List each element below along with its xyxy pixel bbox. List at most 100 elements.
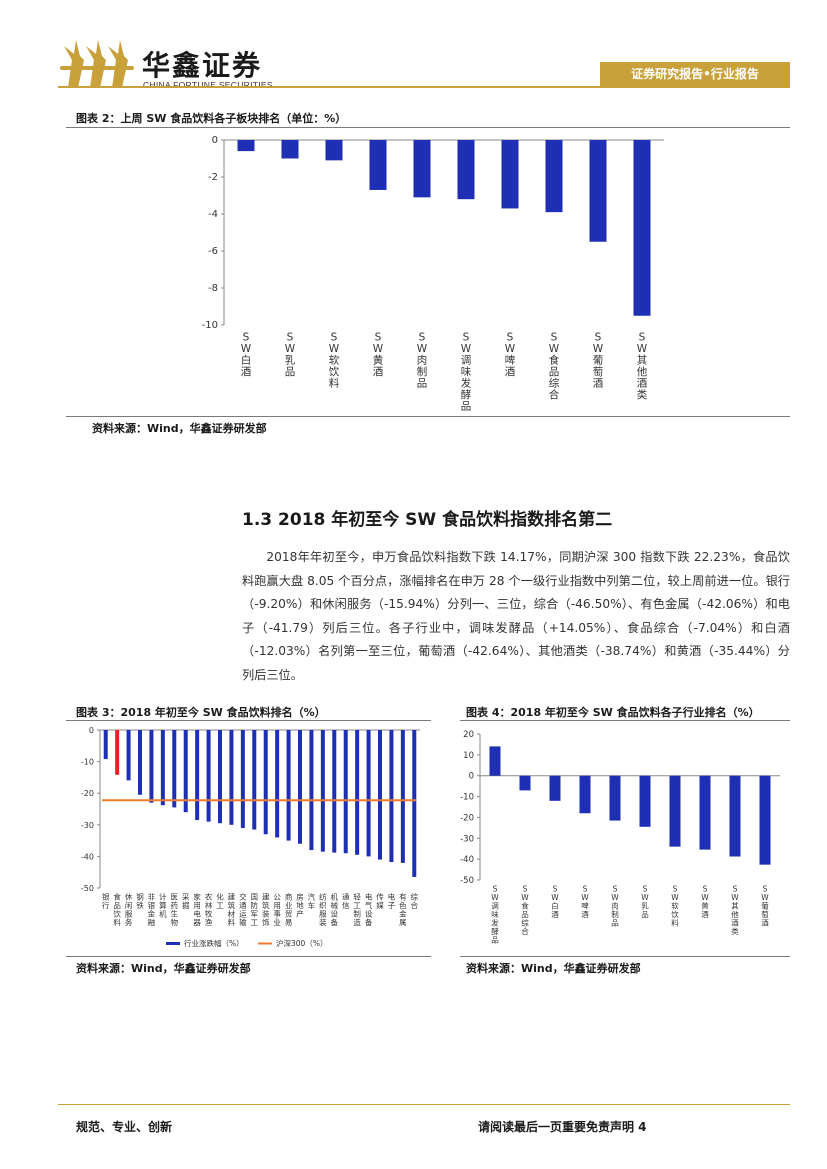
x-tick-label: S W 其他酒类 — [637, 332, 648, 402]
bar-3 — [126, 730, 131, 781]
x-tick-label: 医药生物 — [171, 893, 179, 928]
y-tick-label: 0 — [469, 772, 474, 782]
logo-text: 华鑫证券 — [142, 49, 263, 82]
bar-6 — [639, 775, 651, 827]
figure4-source: 资料来源：Wind，华鑫证券研发部 — [466, 962, 641, 975]
y-tick-label: 20 — [463, 730, 474, 740]
x-tick-label: S W 白酒 — [551, 885, 559, 920]
bar-27 — [400, 730, 405, 863]
header-divider — [58, 86, 790, 88]
x-tick-label: 传媒 — [376, 892, 384, 911]
bar-9 — [729, 775, 741, 857]
bar-4 — [138, 730, 142, 795]
body-paragraph: 2018年年初至今，申万食品饮料指数下跌 14.17%，同期沪深 300 指数下… — [242, 550, 790, 682]
y-tick-label: 10 — [463, 751, 474, 761]
x-tick-label: S W 黄酒 — [373, 332, 384, 379]
bar-2 — [115, 730, 120, 775]
figure3-chart: 0 -10 -20 -30 -40 -50 银行食品饮料休闲服务钢铁非银金融计算机医药生物采… — [81, 726, 420, 948]
x-tick-label: 非银金融 — [148, 892, 156, 928]
bar-9 — [195, 730, 200, 821]
bar-4 — [369, 140, 387, 190]
bar-12 — [229, 730, 234, 825]
figure2-bottom-rule — [66, 416, 790, 417]
bar-10 — [759, 775, 771, 865]
bar-5 — [609, 775, 621, 821]
x-tick-label: 休闲服务 — [125, 892, 133, 928]
y-tick-label: -50 — [460, 876, 474, 886]
bar-1 — [237, 140, 255, 152]
y-tick-label: -20 — [460, 813, 474, 823]
figure4-chart: 20 10 0 -10 -20 -30 -40 -50 S W 调味发酵品 S W 食品综合 S W 白酒 S W 啤… — [460, 730, 780, 945]
legend-swatch-series — [166, 942, 180, 945]
x-tick-label: 农林牧渔 — [205, 892, 213, 928]
bar-9 — [589, 140, 607, 242]
x-tick-label: S W 啤酒 — [505, 332, 516, 379]
bar-25 — [378, 730, 382, 860]
y-tick-label: -30 — [81, 821, 94, 830]
x-tick-label: 公用事业 — [273, 893, 281, 928]
bar-6 — [457, 140, 475, 200]
x-tick-label: 采掘 — [182, 892, 190, 911]
bar-26 — [389, 730, 394, 863]
x-tick-label: 综合 — [411, 892, 419, 911]
y-tick-label: -10 — [202, 320, 218, 331]
x-tick-label: S W 软饮料 — [671, 885, 679, 928]
x-tick-label: S W 啤酒 — [581, 885, 589, 920]
x-tick-label: S W 软饮料 — [329, 332, 340, 390]
bar-7 — [669, 775, 681, 847]
footer-divider — [58, 1104, 790, 1105]
x-tick-label: S W 肉制品 — [611, 885, 619, 928]
figure2-chart: 0 -2 -4 -6 -8 -10 S W 白酒 S W 乳品 S W 软饮料 S W 黄酒 S W 肉制品 S W 调味发酵… — [202, 135, 664, 412]
bar-5 — [413, 140, 431, 198]
bar-1 — [103, 730, 108, 760]
bar-2 — [519, 775, 531, 791]
bar-8 — [699, 775, 711, 850]
figure4-title: 图表 4：2018 年初至今 SW 食品饮料各子行业排名（%） — [466, 706, 760, 719]
x-tick-label: S W 食品综合 — [521, 885, 529, 937]
figure4-top-rule — [460, 720, 790, 721]
x-tick-label: 交通运输 — [239, 892, 247, 928]
bar-15 — [263, 730, 268, 835]
bar-13 — [240, 730, 245, 828]
y-tick-label: -10 — [460, 793, 474, 803]
x-tick-label: S W 调味发酵品 — [491, 885, 499, 945]
x-tick-label: S W 乳品 — [641, 885, 649, 920]
x-tick-label: S W 葡萄酒 — [761, 885, 769, 928]
x-tick-label: 食品饮料 — [113, 892, 121, 928]
bar-19 — [309, 730, 314, 851]
y-tick-label: -8 — [208, 283, 218, 294]
x-tick-label: 商业贸易 — [285, 892, 293, 928]
bar-5 — [149, 730, 154, 803]
x-tick-label: S W 食品综合 — [549, 332, 560, 402]
x-tick-label: 电子 — [388, 892, 396, 911]
bar-10 — [633, 140, 651, 316]
y-tick-label: 0 — [212, 135, 218, 146]
x-tick-label: 计算机 — [159, 892, 167, 919]
bar-8 — [183, 730, 188, 813]
figure4-bottom-rule — [460, 956, 790, 957]
bar-21 — [332, 730, 337, 853]
bar-20 — [320, 730, 325, 852]
x-tick-label: S W 乳品 — [285, 332, 296, 379]
bar-8 — [545, 140, 563, 213]
x-tick-label: 通信 — [342, 892, 350, 911]
x-tick-label: 机械设备 — [331, 892, 339, 928]
x-tick-label: S W 其他酒类 — [731, 885, 739, 937]
x-tick-label: 建筑材料 — [228, 892, 236, 928]
section-heading: 1.3 2018 年初至今 SW 食品饮料指数排名第二 — [242, 510, 613, 530]
bar-3 — [549, 775, 561, 801]
bar-17 — [286, 730, 291, 841]
bar-14 — [252, 730, 257, 830]
x-tick-label: S W 肉制品 — [417, 332, 428, 390]
y-tick-label: 0 — [89, 726, 94, 735]
y-tick-label: -4 — [208, 209, 218, 220]
logo-icon — [60, 40, 134, 88]
bar-28 — [412, 730, 417, 877]
figure2-source: 资料来源：Wind，华鑫证券研发部 — [92, 422, 267, 435]
x-tick-label: 钢铁 — [136, 892, 144, 911]
y-tick-label: -40 — [460, 855, 474, 865]
report-type-tag: 证券研究报告•行业报告 — [600, 62, 790, 86]
bar-18 — [298, 730, 302, 844]
footer-disclaimer-note: 请阅读最后一页重要免责声明 4 — [478, 1120, 647, 1134]
bar-6 — [160, 730, 165, 806]
